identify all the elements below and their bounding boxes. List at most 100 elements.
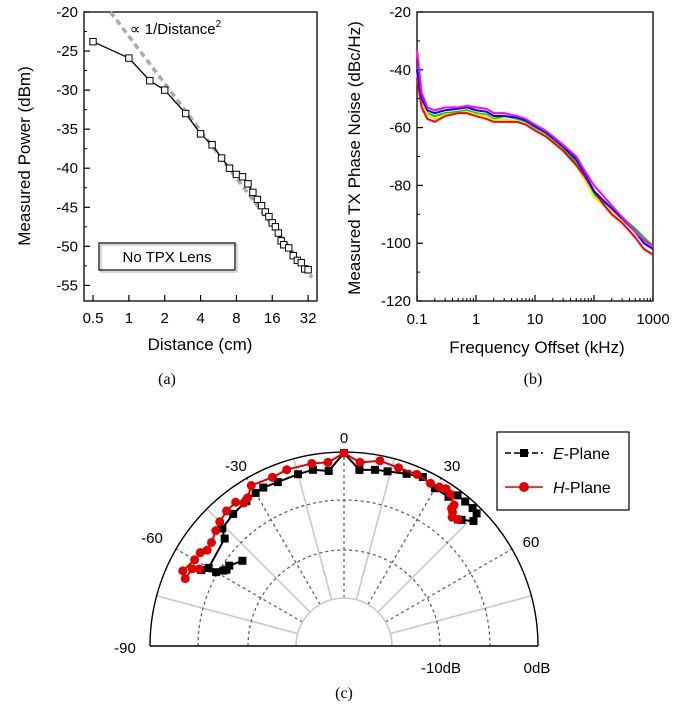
polar-ring — [295, 597, 393, 647]
angle-label: -60 — [141, 530, 163, 547]
y-tick-label-a: -45 — [56, 199, 78, 216]
e-plane-point — [308, 465, 317, 474]
measured-point — [253, 195, 262, 204]
caption-c: (c) — [335, 685, 353, 702]
polar-spoke — [385, 548, 513, 623]
y-tick-label-a: -55 — [56, 277, 78, 294]
h-plane-point — [222, 506, 232, 516]
y-tick-label-b: -100 — [381, 235, 411, 252]
measured-point — [217, 154, 226, 162]
x-tick-label-b: 0.1 — [407, 311, 428, 328]
y-tick-label-a: -20 — [56, 4, 78, 21]
polar-spoke — [355, 458, 395, 600]
e-plane-point — [212, 568, 221, 577]
x-axis-label-b: Frequency Offset (kHz) — [449, 338, 624, 357]
measured-point — [161, 86, 169, 94]
h-plane-point — [394, 463, 404, 473]
measured-point — [297, 259, 305, 267]
measured-point — [196, 130, 205, 138]
measured-point — [208, 141, 216, 149]
h-plane-point — [178, 566, 188, 576]
polar-grid — [149, 451, 539, 647]
e-plane-point — [461, 497, 470, 506]
polar-spoke — [293, 458, 333, 600]
angle-label: 30 — [444, 458, 461, 475]
measured-point — [257, 202, 266, 210]
x-tick-label-a: 2 — [161, 310, 169, 327]
measured-point — [274, 229, 283, 237]
h-plane-point — [453, 514, 463, 524]
measured-point — [89, 37, 97, 46]
x-tick-label-b: 100 — [581, 311, 606, 328]
h-plane-point — [267, 472, 277, 482]
h-plane-point — [339, 448, 349, 458]
y-tick-label-a: -50 — [56, 238, 78, 255]
e-plane-point — [229, 509, 238, 518]
measured-point — [249, 188, 257, 197]
h-plane-point — [207, 537, 217, 547]
legend-item-e-plane: E-Plane — [505, 446, 610, 463]
x-tick-label-a: 32 — [300, 310, 317, 327]
h-plane-point — [355, 457, 365, 467]
data-b — [416, 49, 654, 256]
panel-c: 0 -30 30 -60 60 -90 -10dB 0dB E-Plane H-Plane (… — [114, 430, 630, 702]
h-plane-point — [190, 555, 200, 565]
fit-annotation: ∝ 1/Distance2 — [130, 19, 222, 38]
h-plane-point — [323, 457, 333, 467]
fit-line — [109, 10, 314, 279]
legend-label-e-plane: E-Plane — [553, 446, 610, 463]
panel-a: 0.5 1 2 4 8 16 32 -20 -25 -30 -35 -40 -45 -50 -55 ∝ 1… — [15, 4, 318, 388]
legend-c: E-Plane H-Plane — [496, 431, 630, 511]
e-plane-point — [355, 465, 364, 474]
y-tick-label-b: -60 — [389, 120, 411, 137]
h-plane-point — [412, 469, 422, 479]
x-tick-label-b: 10 — [527, 311, 544, 328]
measured-point — [244, 180, 252, 188]
e-plane-point — [293, 470, 302, 479]
data-a — [89, 10, 314, 279]
legend-marker-square — [520, 449, 528, 457]
polar-spoke — [377, 508, 482, 613]
e-plane-point — [273, 478, 282, 487]
x-tick-label-a: 4 — [196, 310, 204, 327]
panel-b: 0.1 1 10 100 1000 -20 -40 -60 -80 -100 -120 Frequ… — [345, 4, 670, 388]
box-label: No TPX Lens — [123, 249, 212, 266]
h-plane-point — [426, 478, 436, 488]
x-tick-label-a: 8 — [232, 310, 240, 327]
y-tick-label-b: -40 — [389, 62, 411, 79]
e-plane-point — [453, 491, 462, 500]
e-plane-point — [219, 566, 228, 575]
polar-spoke — [367, 477, 442, 605]
e-plane-point — [402, 469, 411, 478]
y-ticks-a: -20 -25 -30 -35 -40 -45 -50 -55 — [56, 4, 90, 294]
measured-point — [289, 251, 297, 260]
y-ticks-b: -20 -40 -60 -80 -100 -120 — [381, 4, 423, 310]
y-tick-label-b: -80 — [389, 177, 411, 194]
measured-point — [265, 212, 273, 221]
x-ticks-b: 0.1 1 10 100 1000 — [407, 295, 670, 328]
data-c — [178, 448, 481, 584]
h-plane-point — [194, 564, 204, 574]
phase-noise-line-3 — [416, 78, 654, 256]
measured-point — [225, 164, 234, 172]
h-plane-point — [180, 574, 190, 584]
plot-frame-b — [416, 11, 654, 302]
h-plane-point — [243, 493, 253, 503]
x-tick-label-b: 1 — [472, 311, 480, 328]
h-plane-point — [246, 480, 256, 490]
e-plane-point — [418, 473, 427, 482]
polar-ring — [247, 549, 441, 647]
x-tick-label-a: 1 — [125, 310, 133, 327]
e-plane-point — [238, 556, 247, 565]
h-plane-point — [195, 548, 205, 558]
polar-spoke — [156, 595, 298, 635]
x-ticks-a: 0.5 1 2 4 8 16 32 — [83, 295, 317, 327]
h-plane-point — [231, 497, 241, 507]
no-lens-box: No TPX Lens — [98, 242, 238, 273]
h-plane-point — [211, 526, 221, 536]
y-tick-label-a: -25 — [56, 43, 78, 60]
phase-noise-line-5 — [416, 49, 654, 247]
y-tick-label-b: -20 — [389, 4, 411, 21]
legend-marker-circle — [519, 482, 529, 492]
measured-point — [146, 77, 154, 85]
